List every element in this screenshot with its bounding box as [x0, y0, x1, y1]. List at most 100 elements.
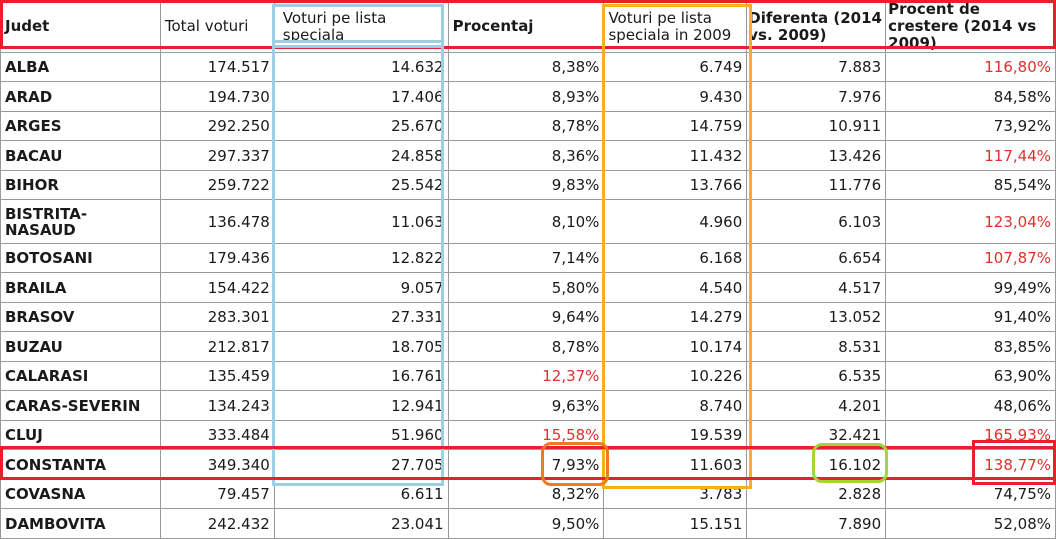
- cell-procentaj: 8,38%: [447, 52, 605, 82]
- cell-judet: DAMBOVITA: [0, 508, 161, 539]
- cell-crestere: 107,87%: [885, 243, 1056, 273]
- cell-lista-2009: 11.603: [603, 449, 748, 480]
- cell-diferenta: 7.890: [746, 508, 887, 539]
- header-diferenta: Diferenta (2014 vs. 2009): [746, 0, 887, 53]
- cell-procentaj: 8,36%: [447, 140, 605, 171]
- cell-diferenta: 4.517: [746, 272, 887, 303]
- cell-lista: 17.406: [273, 81, 449, 112]
- cell-judet: BUZAU: [0, 331, 161, 362]
- cell-procentaj: 7,93%: [447, 449, 605, 480]
- cell-diferenta: 7.883: [746, 52, 887, 82]
- cell-procentaj: 5,80%: [447, 272, 605, 303]
- cell-procentaj: 15,58%: [447, 420, 605, 450]
- header-procentaj: Procentaj: [447, 0, 605, 53]
- cell-lista-2009: 6.749: [603, 52, 748, 82]
- cell-crestere: 85,54%: [885, 170, 1056, 200]
- cell-lista: 16.761: [273, 361, 449, 391]
- header-procent-crestere: Procent de crestere (2014 vs 2009): [885, 0, 1056, 53]
- table-row: CONSTANTA 349.340 27.705 7,93% 11.603 16.102 1…: [0, 449, 1056, 480]
- cell-judet: CLUJ: [0, 420, 161, 450]
- cell-crestere: 63,90%: [885, 361, 1056, 391]
- cell-procentaj: 9,83%: [447, 170, 605, 200]
- table-row: BRASOV 283.301 27.331 9,64% 14.279 13.052 91,4…: [0, 302, 1056, 332]
- cell-total: 79.457: [159, 479, 275, 509]
- cell-lista-2009: 15.151: [603, 508, 748, 539]
- cell-procentaj: 8,78%: [447, 331, 605, 362]
- cell-procentaj: 7,14%: [447, 243, 605, 273]
- cell-total: 136.478: [159, 199, 275, 244]
- cell-judet: ARGES: [0, 111, 161, 141]
- cell-total: 259.722: [159, 170, 275, 200]
- cell-crestere: 99,49%: [885, 272, 1056, 303]
- cell-lista-2009: 9.430: [603, 81, 748, 112]
- cell-lista-2009: 8.740: [603, 390, 748, 421]
- cell-diferenta: 13.426: [746, 140, 887, 171]
- cell-lista: 27.705: [273, 449, 449, 480]
- cell-lista: 9.057: [273, 272, 449, 303]
- cell-lista-2009: 19.539: [603, 420, 748, 450]
- cell-procentaj: 8,93%: [447, 81, 605, 112]
- cell-judet: BOTOSANI: [0, 243, 161, 273]
- cell-crestere: 165,93%: [885, 420, 1056, 450]
- cell-total: 134.243: [159, 390, 275, 421]
- cell-diferenta: 6.103: [746, 199, 887, 244]
- table-row: BOTOSANI 179.436 12.822 7,14% 6.168 6.654 107,…: [0, 243, 1056, 273]
- cell-total: 174.517: [159, 52, 275, 82]
- cell-judet: COVASNA: [0, 479, 161, 509]
- cell-diferenta: 32.421: [746, 420, 887, 450]
- cell-lista: 11.063: [273, 199, 449, 244]
- table-row: BUZAU 212.817 18.705 8,78% 10.174 8.531 83,85%: [0, 331, 1056, 362]
- cell-procentaj: 9,50%: [447, 508, 605, 539]
- cell-lista: 12.941: [273, 390, 449, 421]
- header-total-voturi: Total voturi: [159, 0, 275, 53]
- cell-diferenta: 10.911: [746, 111, 887, 141]
- table-row: ALBA 174.517 14.632 8,38% 6.749 7.883 116,80%: [0, 52, 1056, 82]
- cell-diferenta: 7.976: [746, 81, 887, 112]
- cell-lista: 23.041: [273, 508, 449, 539]
- cell-lista: 6.611: [273, 479, 449, 509]
- cell-lista: 14.632: [273, 52, 449, 82]
- cell-crestere: 74,75%: [885, 479, 1056, 509]
- cell-diferenta: 8.531: [746, 331, 887, 362]
- cell-lista: 25.542: [273, 170, 449, 200]
- cell-total: 292.250: [159, 111, 275, 141]
- header-voturi-lista-2009: Voturi pe lista speciala in 2009: [603, 0, 748, 53]
- cell-total: 212.817: [159, 331, 275, 362]
- cell-lista-2009: 14.279: [603, 302, 748, 332]
- cell-judet: BIHOR: [0, 170, 161, 200]
- cell-lista: 25.670: [273, 111, 449, 141]
- cell-crestere: 83,85%: [885, 331, 1056, 362]
- table-row: CALARASI 135.459 16.761 12,37% 10.226 6.535 63…: [0, 361, 1056, 391]
- cell-total: 194.730: [159, 81, 275, 112]
- cell-judet: ALBA: [0, 52, 161, 82]
- cell-diferenta: 11.776: [746, 170, 887, 200]
- cell-crestere: 73,92%: [885, 111, 1056, 141]
- cell-judet: CALARASI: [0, 361, 161, 391]
- cell-diferenta: 4.201: [746, 390, 887, 421]
- cell-diferenta: 6.654: [746, 243, 887, 273]
- header-judet: Judet: [0, 0, 161, 53]
- cell-crestere: 123,04%: [885, 199, 1056, 244]
- cell-total: 135.459: [159, 361, 275, 391]
- cell-lista-2009: 10.174: [603, 331, 748, 362]
- cell-lista-2009: 6.168: [603, 243, 748, 273]
- table-row: BACAU 297.337 24.858 8,36% 11.432 13.426 117,4…: [0, 140, 1056, 171]
- header-voturi-lista-speciala: Voturi pe lista speciala: [273, 0, 449, 53]
- cell-diferenta: 2.828: [746, 479, 887, 509]
- header-row: Judet Total voturi Voturi pe lista speci…: [0, 0, 1056, 53]
- table-row: BRAILA 154.422 9.057 5,80% 4.540 4.517 99,49%: [0, 272, 1056, 303]
- cell-diferenta: 6.535: [746, 361, 887, 391]
- cell-judet: CONSTANTA: [0, 449, 161, 480]
- cell-total: 333.484: [159, 420, 275, 450]
- cell-lista: 12.822: [273, 243, 449, 273]
- cell-lista-2009: 4.960: [603, 199, 748, 244]
- cell-total: 349.340: [159, 449, 275, 480]
- cell-procentaj: 8,78%: [447, 111, 605, 141]
- cell-lista-2009: 11.432: [603, 140, 748, 171]
- table-row: COVASNA 79.457 6.611 8,32% 3.783 2.828 74,75%: [0, 479, 1056, 509]
- table-row: ARGES 292.250 25.670 8,78% 14.759 10.911 73,92…: [0, 111, 1056, 141]
- cell-lista: 24.858: [273, 140, 449, 171]
- cell-judet: ARAD: [0, 81, 161, 112]
- cell-judet: BACAU: [0, 140, 161, 171]
